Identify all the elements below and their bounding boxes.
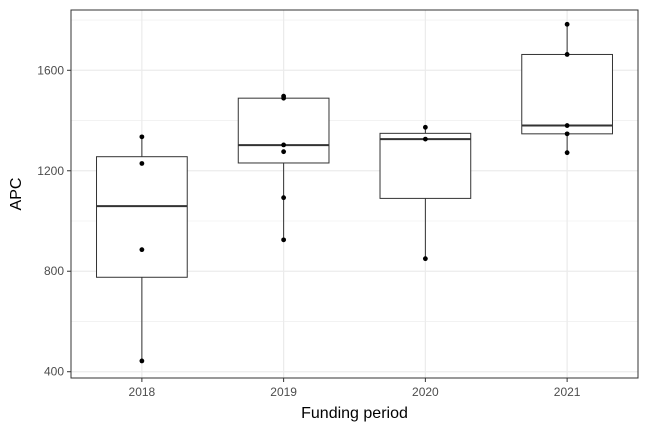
data-points xyxy=(139,21,570,364)
data-point xyxy=(564,21,570,27)
y-tick-label: 400 xyxy=(44,365,64,379)
plot-panel-border xyxy=(70,9,639,379)
data-point xyxy=(422,136,428,142)
y-tick-label: 1200 xyxy=(37,164,64,178)
data-point xyxy=(564,131,570,137)
boxes xyxy=(96,24,613,361)
data-point xyxy=(564,150,570,156)
box-2018 xyxy=(96,136,188,361)
data-point xyxy=(281,195,287,201)
iqr-box xyxy=(96,156,188,278)
axes: 400 800 1200 1600 2018 2019 2020 2021 xyxy=(37,63,580,399)
box-2020 xyxy=(379,127,472,259)
data-point xyxy=(139,161,145,166)
x-tick-label: 2019 xyxy=(270,385,297,399)
data-point xyxy=(281,142,287,148)
data-point xyxy=(564,123,570,128)
x-tick-label: 2018 xyxy=(129,385,156,399)
x-axis-title: Funding period xyxy=(301,405,408,422)
x-tick-label: 2020 xyxy=(412,385,439,399)
data-point xyxy=(422,124,428,130)
data-point xyxy=(281,237,287,243)
data-point xyxy=(564,52,570,57)
x-tick-label: 2021 xyxy=(554,385,581,399)
y-tick-label: 800 xyxy=(44,264,64,278)
data-point xyxy=(281,93,287,99)
data-point xyxy=(281,149,287,155)
iqr-box xyxy=(521,53,613,135)
data-point xyxy=(422,256,428,262)
y-axis-title: APC xyxy=(8,178,25,211)
y-tick-label: 1600 xyxy=(37,63,64,77)
data-point xyxy=(139,247,145,253)
iqr-box xyxy=(379,132,472,199)
data-point xyxy=(139,134,145,140)
box-2019 xyxy=(237,96,330,240)
data-point xyxy=(139,358,145,364)
